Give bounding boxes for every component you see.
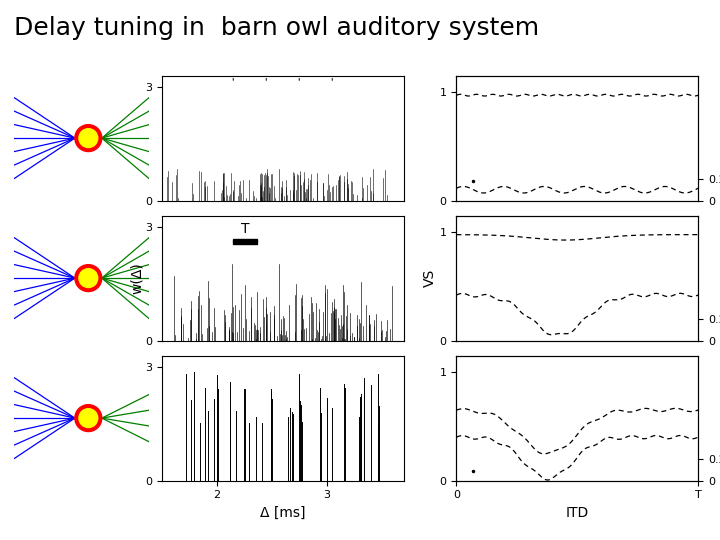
Text: Delay tuning in  barn owl auditory system: Delay tuning in barn owl auditory system <box>14 16 539 40</box>
Circle shape <box>79 409 98 428</box>
Circle shape <box>75 125 102 152</box>
Circle shape <box>79 269 98 287</box>
X-axis label: ITD: ITD <box>566 506 589 520</box>
Circle shape <box>75 404 102 431</box>
X-axis label: Δ [ms]: Δ [ms] <box>260 506 305 520</box>
Circle shape <box>79 129 98 147</box>
Text: T: T <box>241 221 249 235</box>
Y-axis label: w(Δ): w(Δ) <box>130 262 143 294</box>
Circle shape <box>75 265 102 292</box>
Bar <box>233 239 258 244</box>
Y-axis label: VS: VS <box>423 269 437 287</box>
